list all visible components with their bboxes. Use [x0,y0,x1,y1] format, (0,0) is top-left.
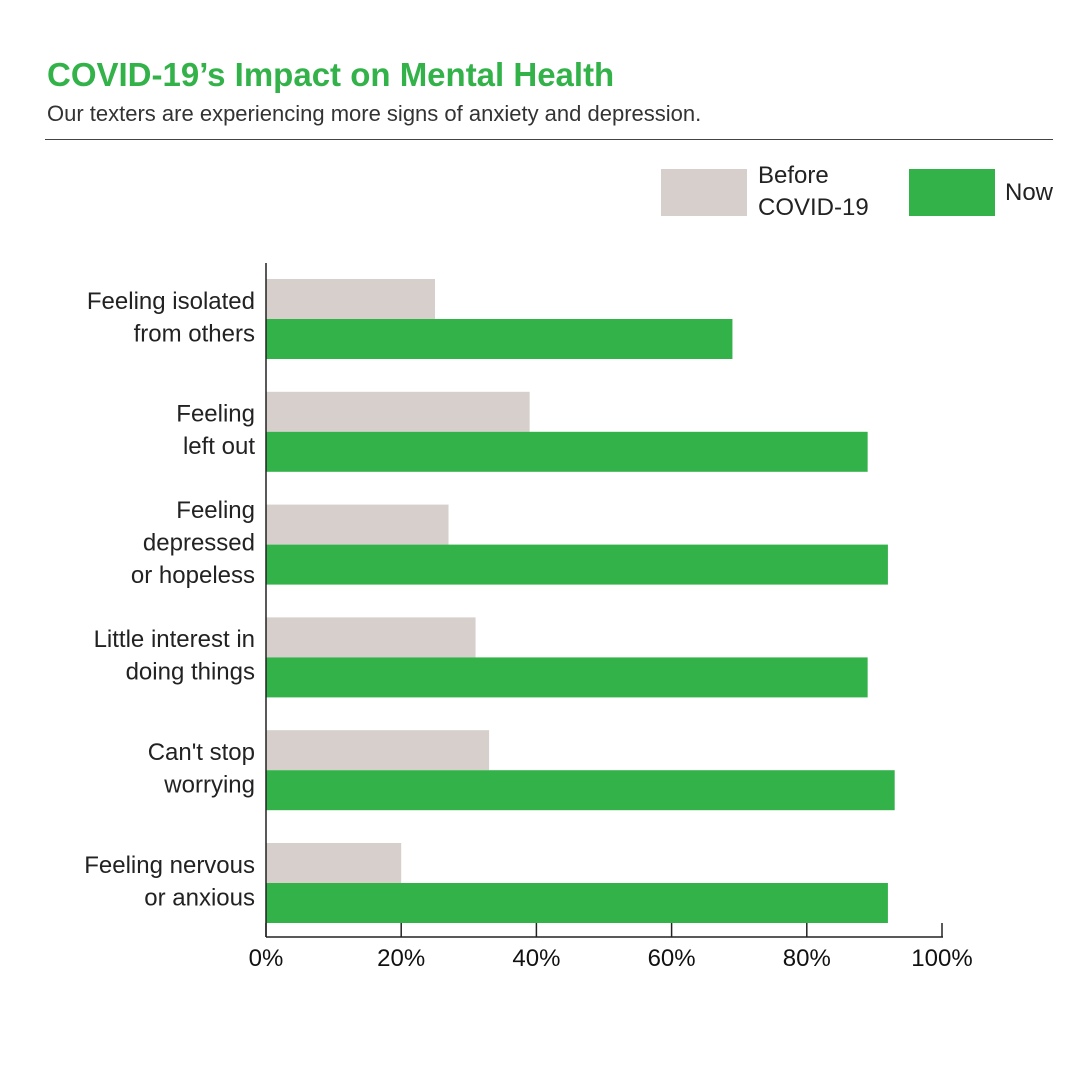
category-label-3-line-1: doing things [126,659,255,686]
bar-now-1 [266,431,868,472]
x-tick-label-2: 40% [512,945,560,972]
category-label-0: Feeling isolated from others [87,288,255,348]
category-label-4: Can't stop worrying [148,739,255,799]
legend-label-now: Now [1005,178,1054,206]
legend-swatch-now [909,169,995,216]
category-label-0-line-1: from others [134,321,255,348]
bar-before-2 [266,504,449,545]
category-label-5-line-0: Feeling nervous [84,852,255,879]
bar-before-3 [266,617,476,658]
category-label-4-line-0: Can't stop [148,739,255,766]
title-divider [45,139,1053,140]
bar-now-3 [266,657,868,698]
x-tick-label-4: 80% [783,945,831,972]
x-tick-label-5: 100% [911,945,972,972]
x-tick-label-0: 0% [249,945,284,972]
category-label-2: Feeling depressed or hopeless [131,497,255,589]
category-label-1-line-0: Feeling [176,401,255,428]
legend-label-before: Before COVID-19 [758,160,898,224]
category-label-3-line-0: Little interest in [94,626,255,653]
legend-item-now: Now [909,169,1053,216]
bar-before-1 [266,391,530,432]
bar-now-4 [266,770,895,811]
category-label-5: Feeling nervous or anxious [84,852,255,912]
category-label-0-line-0: Feeling isolated [87,288,255,315]
legend-label-before-line-1: Before [758,162,829,189]
legend-item-before: Before COVID-19 [661,160,898,224]
category-label-2-line-1: depressed [143,530,255,557]
category-label-2-line-0: Feeling [176,497,255,524]
x-tick-label-3: 60% [648,945,696,972]
category-label-3: Little interest in doing things [94,626,255,686]
chart-subtitle: Our texters are experiencing more signs … [47,101,702,126]
bar-before-0 [266,279,435,319]
category-label-1: Feeling left out [176,401,255,461]
legend-label-before-line-2: COVID-19 [758,194,869,221]
bar-now-2 [266,544,888,585]
category-label-5-line-1: or anxious [144,885,255,912]
category-label-1-line-1: left out [183,433,255,460]
category-label-4-line-1: worrying [163,772,255,799]
category-label-2-line-2: or hopeless [131,562,255,589]
bar-before-4 [266,730,490,771]
bar-now-5 [266,883,888,923]
bar-before-5 [266,843,402,883]
legend-swatch-before [661,168,747,216]
chart-title: COVID-19’s Impact on Mental Health [47,56,615,93]
bar-now-0 [266,319,733,359]
x-tick-label-1: 20% [377,945,425,972]
